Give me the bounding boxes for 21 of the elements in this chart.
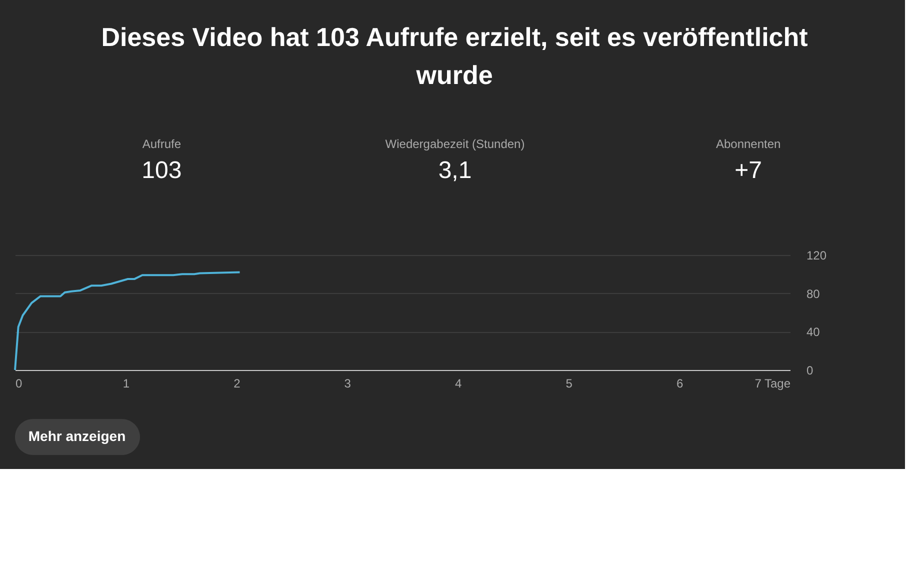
y-tick-label: 40 [806, 325, 820, 340]
text: Mehr anzeigen [28, 428, 126, 444]
text: Aufrufe [142, 137, 182, 151]
text: Abonnenten [716, 137, 781, 151]
x-tick-label: 0 [16, 376, 22, 390]
text: 3,1 [438, 157, 472, 184]
text: +7 [734, 157, 762, 184]
x-tick-label: 6 [676, 376, 684, 390]
line-series [14, 271, 241, 371]
y-tick-label: 80 [806, 286, 820, 301]
x-tick-label: 4 [455, 376, 462, 390]
y-tick-label: 120 [806, 248, 827, 262]
x-tick-label: 3 [344, 376, 352, 390]
text: Wiedergabezeit (Stunden) [385, 137, 525, 151]
x-tick-label: 5 [566, 376, 573, 390]
text: 103 [142, 157, 182, 184]
text: Dieses Video hat 103 Aufrufe erzielt, seit es veröffentlicht wurde [101, 22, 808, 90]
x-tick-label: 2 [234, 376, 241, 390]
x-tick-label: 7 Tage [754, 376, 791, 390]
y-tick-label: 0 [806, 364, 814, 378]
x-tick-label: 1 [122, 376, 130, 390]
